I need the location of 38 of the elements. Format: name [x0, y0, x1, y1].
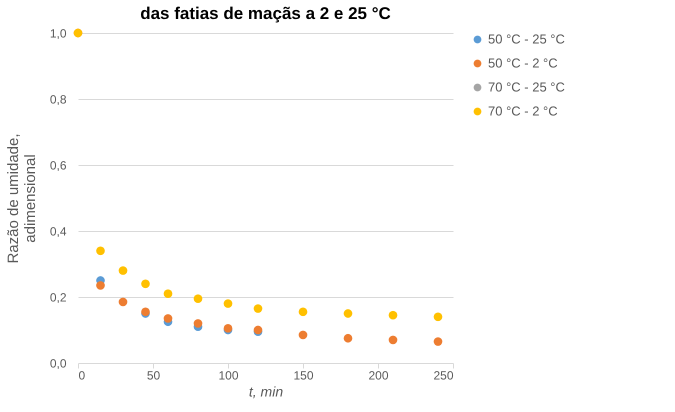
point — [96, 246, 105, 256]
point — [434, 312, 442, 322]
x-tick-label: 150 — [293, 368, 314, 382]
legend-label: 50 °C - 25 °C — [488, 32, 565, 46]
point — [298, 330, 308, 340]
x-tick-label: 100 — [218, 368, 239, 382]
x-tick-label: 50 — [146, 368, 160, 382]
legend-label: 70 °C - 2 °C — [488, 104, 558, 118]
x-tick-label: 0 — [78, 368, 86, 382]
y-tick-label: 0,4 — [50, 224, 67, 238]
point — [224, 299, 232, 308]
point — [118, 298, 128, 306]
point — [194, 319, 202, 328]
y-tick-label: 0,8 — [50, 92, 67, 106]
chart-title: das fatias de maçãs a 2 e 25 °C — [140, 4, 391, 23]
y-tick-label: 0,2 — [50, 290, 67, 304]
legend-label: 50 °C - 2 °C — [488, 56, 558, 70]
point — [388, 336, 398, 344]
y-tick-label: 0,0 — [50, 356, 67, 370]
x-axis-title: t, min — [248, 384, 284, 400]
point — [141, 279, 150, 288]
y-tick-label: 1,0 — [50, 26, 67, 40]
point — [194, 294, 202, 303]
y-tick-label: 0,6 — [50, 158, 67, 172]
legend-label: 70 °C - 25 °C — [488, 80, 565, 94]
point — [344, 309, 352, 318]
point — [164, 314, 172, 323]
x-tick-label: 200 — [368, 368, 389, 382]
point — [434, 337, 442, 346]
point — [254, 304, 262, 313]
x-tick-label: 250 — [433, 368, 454, 382]
point — [344, 334, 352, 343]
point — [96, 281, 105, 290]
point — [298, 308, 308, 316]
point — [118, 266, 128, 275]
point — [388, 310, 398, 320]
point — [164, 289, 172, 298]
y-axis-title: Razão de umidade, adimensional — [4, 133, 39, 264]
